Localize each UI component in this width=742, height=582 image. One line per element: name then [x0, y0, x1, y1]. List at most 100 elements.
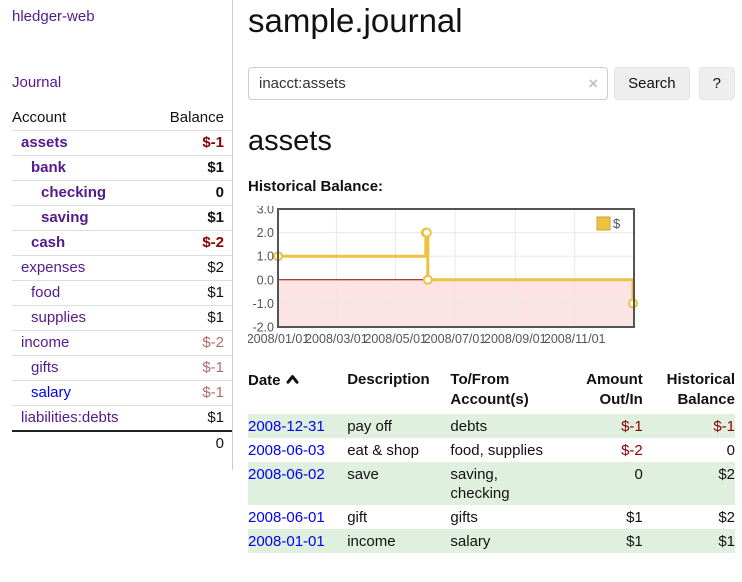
accounts-total-row: 0: [12, 431, 232, 456]
svg-text:2008/11/01: 2008/11/01: [544, 332, 606, 346]
account-balance: $-2: [202, 234, 224, 251]
transaction-amount: $-1: [621, 418, 643, 436]
app-title-link[interactable]: hledger-web: [12, 8, 95, 25]
svg-text:$: $: [613, 216, 621, 231]
account-row: expenses $2: [12, 255, 232, 281]
account-row: saving $1: [12, 205, 232, 231]
account-link[interactable]: gifts: [31, 359, 59, 376]
transaction-amount: $-2: [621, 442, 643, 460]
account-balance: $-1: [202, 359, 224, 376]
account-link[interactable]: liabilities:debts: [21, 409, 119, 426]
transaction-date-link[interactable]: 2008-12-31: [248, 418, 325, 436]
account-heading: assets: [248, 125, 332, 158]
transaction-accounts: food, supplies: [450, 442, 543, 460]
account-row: income $-2: [12, 330, 232, 356]
svg-text:2008/01/01: 2008/01/01: [248, 332, 309, 346]
account-row: food $1: [12, 280, 232, 306]
sort-ascending-icon: [286, 370, 299, 390]
transaction-description: gift: [347, 509, 368, 527]
svg-text:2008/09/01: 2008/09/01: [484, 332, 547, 346]
transaction-accounts: saving, checking: [450, 466, 510, 503]
register-row[interactable]: 2008-01-01 income salary $1 $1: [248, 529, 735, 554]
col-header-date-label: Date: [248, 372, 281, 390]
svg-text:1.0: 1.0: [257, 250, 274, 264]
col-header-date[interactable]: Date: [248, 368, 347, 414]
search-input[interactable]: [248, 67, 609, 101]
register-header-row: Date Description To/From Account(s) Amou…: [248, 368, 735, 414]
clear-search-icon[interactable]: ×: [588, 73, 599, 93]
transaction-date-link[interactable]: 2008-06-02: [248, 466, 325, 484]
page: hledger-web Journal Account Balance asse…: [0, 0, 742, 554]
account-link[interactable]: income: [21, 334, 70, 351]
account-balance: $1: [207, 309, 224, 326]
account-balance: 0: [215, 184, 224, 201]
transaction-balance: $-1: [713, 418, 735, 436]
account-row: cash $-2: [12, 230, 232, 256]
account-balance: $1: [207, 409, 224, 426]
account-row: liabilities:debts $1: [12, 405, 232, 432]
account-link[interactable]: cash: [31, 234, 66, 251]
main-content: sample.journal × Search ? assets Histori…: [233, 0, 742, 554]
register-row[interactable]: 2008-06-01 gift gifts $1 $2: [248, 505, 735, 529]
col-header-description: Description: [347, 368, 450, 414]
account-balance: $-1: [202, 134, 224, 151]
svg-text:-2.0: -2.0: [252, 321, 274, 335]
transaction-accounts: debts: [450, 418, 488, 436]
historical-balance-chart: $3.0 2.0 1.0 0.0 -1.0 -2.0 2008/01/01 2008/03/0…: [248, 206, 735, 348]
account-row: checking 0: [12, 180, 232, 206]
account-balance: $1: [207, 284, 224, 301]
col-header-balance: Historical Balance: [666, 371, 735, 409]
svg-text:2008/07/01: 2008/07/01: [424, 332, 487, 346]
svg-text:2.0: 2.0: [257, 226, 274, 240]
account-link[interactable]: salary: [31, 384, 72, 401]
svg-text:0.0: 0.0: [257, 273, 274, 287]
account-link[interactable]: food: [31, 284, 61, 301]
transaction-accounts: salary: [450, 533, 491, 551]
transaction-balance: 0: [726, 442, 735, 460]
account-row: supplies $1: [12, 305, 232, 331]
register-row[interactable]: 2008-06-02 save saving, checking 0 $2: [248, 462, 735, 506]
account-link[interactable]: checking: [41, 184, 107, 201]
account-link[interactable]: bank: [31, 159, 67, 176]
transaction-accounts: gifts: [450, 509, 478, 527]
accounts-header-account: Account: [12, 109, 67, 126]
help-button[interactable]: ?: [698, 67, 735, 101]
col-header-description-label: Description: [347, 371, 430, 389]
transaction-amount: $1: [626, 509, 643, 527]
transaction-description: income: [347, 533, 396, 551]
transaction-description: eat & shop: [347, 442, 419, 460]
register-row[interactable]: 2008-06-03 eat & shop food, supplies $-2 0: [248, 438, 735, 462]
account-link[interactable]: expenses: [21, 259, 86, 276]
accounts-table: Account Balance assets $-1 bank $1 checking 0…: [12, 106, 232, 456]
account-row: salary $-1: [12, 380, 232, 406]
transaction-date-link[interactable]: 2008-01-01: [248, 533, 325, 551]
accounts-header-balance: Balance: [169, 109, 224, 126]
register-table: Date Description To/From Account(s) Amou…: [248, 368, 735, 554]
account-row: gifts $-1: [12, 355, 232, 381]
accounts-header-row: Account Balance: [12, 106, 232, 131]
account-balance: $1: [207, 209, 224, 226]
svg-text:-1.0: -1.0: [252, 297, 274, 311]
nav-journal-link[interactable]: Journal: [12, 74, 62, 91]
account-row: assets $-1: [12, 130, 232, 156]
sidebar: hledger-web Journal Account Balance asse…: [0, 0, 233, 470]
account-balance: $-1: [202, 384, 224, 401]
col-header-amount: Amount Out/In: [586, 371, 643, 409]
account-link[interactable]: saving: [41, 209, 89, 226]
accounts-total-balance: 0: [215, 435, 224, 452]
transaction-date-link[interactable]: 2008-06-01: [248, 509, 325, 527]
svg-text:2008/03/01: 2008/03/01: [305, 332, 368, 346]
search-form: × Search ?: [248, 67, 735, 101]
account-balance: $-2: [202, 334, 224, 351]
transaction-description: save: [347, 466, 379, 484]
transaction-date-link[interactable]: 2008-06-03: [248, 442, 325, 460]
register-row[interactable]: 2008-12-31 pay off debts $-1 $-1: [248, 414, 735, 439]
svg-text:2008/05/01: 2008/05/01: [364, 332, 427, 346]
search-button[interactable]: Search: [614, 67, 690, 101]
col-header-accounts: To/From Account(s): [450, 371, 529, 409]
account-balance: $2: [207, 259, 224, 276]
transaction-amount: 0: [634, 466, 643, 484]
account-link[interactable]: assets: [21, 134, 68, 151]
svg-text:3.0: 3.0: [257, 206, 274, 217]
account-link[interactable]: supplies: [31, 309, 87, 326]
